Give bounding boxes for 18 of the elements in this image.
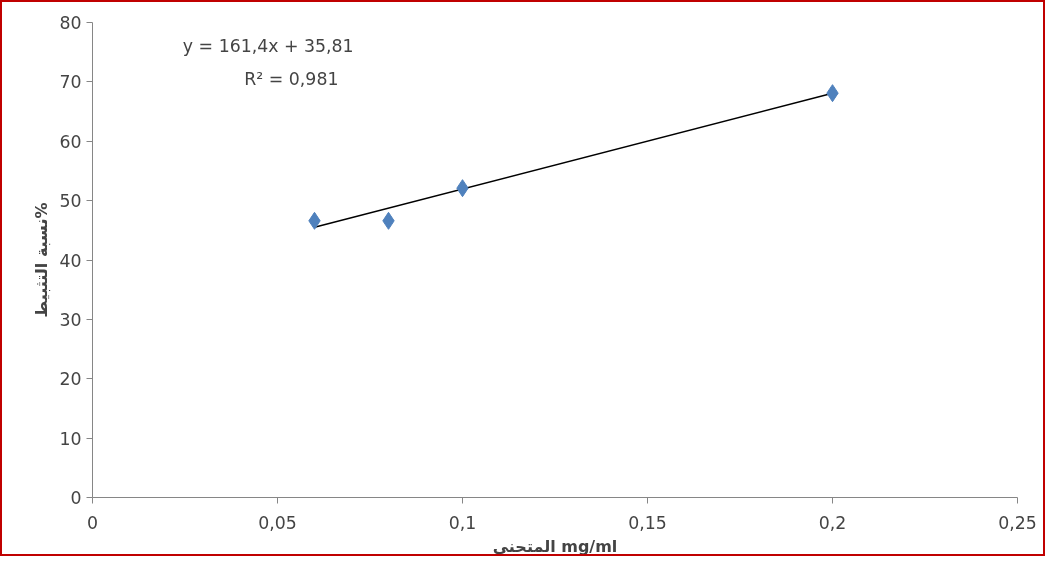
x-tick-label: 0,2: [818, 512, 847, 533]
annotation: R² = 0,981: [244, 69, 339, 89]
y-tick-label: 70: [59, 72, 82, 93]
y-tick-label: 60: [59, 131, 82, 152]
y-tick-label: 40: [59, 250, 82, 271]
x-tick-label: 0,1: [448, 512, 477, 533]
y-tick-label: 20: [59, 369, 82, 390]
y-tick-label: 50: [59, 191, 82, 212]
y-axis-title: نسبة التثبيط%: [32, 202, 52, 318]
y-tick-label: 80: [59, 13, 82, 33]
y-tick-label: 0: [70, 488, 82, 508]
y-tick-label: 30: [59, 309, 82, 330]
x-tick-label: 0,15: [628, 512, 667, 533]
x-tick-label: 0,25: [998, 512, 1037, 533]
x-tick-label: 0: [86, 512, 99, 533]
y-tick-label: 10: [59, 428, 82, 449]
x-tick-label: 0,05: [258, 512, 297, 533]
annotation: y = 161,4x + 35,81: [182, 35, 354, 56]
